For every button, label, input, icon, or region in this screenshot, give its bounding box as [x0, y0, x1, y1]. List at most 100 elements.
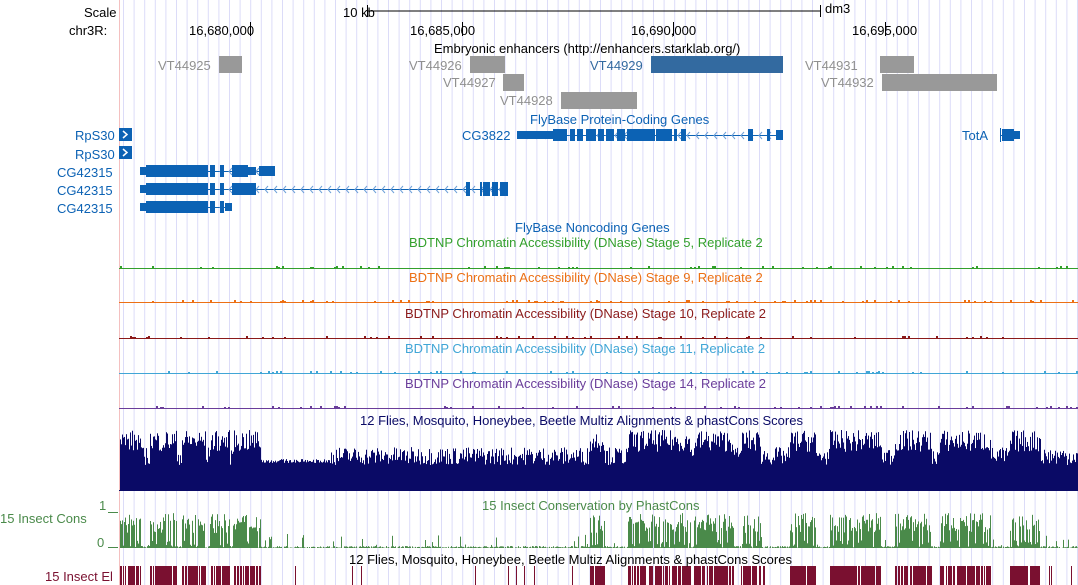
- cons-bar: [648, 541, 649, 548]
- conserved-element: [941, 566, 942, 585]
- dnase-signal-bar: [606, 372, 608, 373]
- multiz-bar: [1054, 455, 1055, 490]
- cons-bar: [847, 544, 848, 548]
- dnase-signal-bar: [814, 300, 816, 302]
- cons-bar: [439, 546, 440, 548]
- multiz-bar: [981, 448, 982, 490]
- multiz-bar: [471, 457, 472, 490]
- multiz-bar: [420, 464, 421, 490]
- multiz-bar: [622, 463, 623, 490]
- enhancer-label[interactable]: VT44928: [500, 93, 553, 108]
- conserved-element: [843, 566, 844, 585]
- conserved-element: [973, 566, 974, 585]
- dnase-signal-bar: [686, 300, 688, 302]
- multiz-bar: [209, 456, 210, 490]
- multiz-bar: [175, 441, 176, 490]
- multiz-bar: [837, 434, 838, 490]
- dnase-signal-bar: [810, 407, 812, 408]
- multiz-bar: [290, 460, 291, 490]
- cons-bar: [980, 514, 981, 548]
- multiz-bar: [579, 450, 580, 490]
- cons-bar: [750, 525, 751, 548]
- cons-bar: [600, 529, 601, 548]
- cons-bar: [945, 513, 946, 548]
- multiz-bar: [929, 449, 930, 490]
- multiz-bar: [1044, 449, 1045, 490]
- multiz-bar: [317, 460, 318, 490]
- cons-bar: [695, 516, 696, 548]
- conserved-element: [703, 566, 704, 585]
- cons-bar: [800, 531, 801, 548]
- gene-label-rps30[interactable]: RpS30: [75, 147, 115, 162]
- multiz-baseline: [119, 490, 1078, 491]
- cons-bar: [614, 543, 615, 548]
- dnase-signal-bar: [130, 336, 132, 338]
- cons-bar: [652, 514, 653, 548]
- cons-bar: [711, 523, 712, 548]
- conserved-element: [155, 566, 156, 585]
- enhancer-label[interactable]: VT44926: [409, 58, 462, 73]
- gene-label-cg42315[interactable]: CG42315: [57, 165, 113, 180]
- elements-track-label[interactable]: 15 Insect El: [45, 569, 113, 584]
- dnase-signal-bar: [284, 301, 286, 302]
- cons-track-label[interactable]: 15 Insect Cons: [0, 511, 87, 526]
- multiz-bar: [717, 436, 718, 490]
- cons-bar: [405, 546, 406, 548]
- multiz-bar: [372, 449, 373, 490]
- enhancer-label[interactable]: VT44925: [158, 58, 211, 73]
- cons-bar: [163, 517, 164, 548]
- dnase-signal-bar: [460, 371, 462, 373]
- cons-bar: [133, 520, 134, 548]
- multiz-bar: [545, 464, 546, 490]
- cons-bar: [846, 516, 847, 548]
- multiz-bar: [580, 448, 581, 490]
- dnase-signal-bar: [856, 372, 858, 373]
- multiz-bar: [481, 448, 482, 490]
- multiz-bar: [208, 447, 209, 490]
- cons-bar: [971, 531, 972, 548]
- gene-label-cg42315[interactable]: CG42315: [57, 183, 113, 198]
- multiz-bar: [129, 449, 130, 490]
- enhancer-label[interactable]: VT44929: [590, 58, 643, 73]
- cons-bar: [195, 515, 196, 548]
- gene-label-cg42315[interactable]: CG42315: [57, 201, 113, 216]
- multiz-bar: [891, 455, 892, 490]
- gene-label-rps30[interactable]: RpS30: [75, 128, 115, 143]
- multiz-bar: [967, 443, 968, 490]
- cons-bar: [325, 547, 326, 548]
- gene-tota-exon: [1002, 129, 1014, 141]
- strand-arrow-icon: [228, 167, 233, 176]
- multiz-bar: [325, 462, 326, 490]
- conserved-element: [853, 566, 854, 585]
- multiz-bar: [616, 449, 617, 490]
- dnase-signal-bar: [638, 371, 640, 373]
- gene-label-cg3822[interactable]: CG3822: [462, 128, 511, 143]
- gene-label-tota[interactable]: TotA: [962, 128, 989, 143]
- multiz-bar: [571, 454, 572, 490]
- cons-bar: [450, 547, 451, 548]
- cons-bar: [314, 546, 315, 548]
- cons-bar: [266, 547, 267, 548]
- conserved-element: [240, 566, 241, 585]
- dnase-signal-bar: [648, 266, 650, 268]
- multiz-bar: [231, 450, 232, 490]
- multiz-bar: [343, 453, 344, 490]
- enhancer-label[interactable]: VT44931: [805, 58, 858, 73]
- cons-bar: [201, 524, 202, 548]
- multiz-bar: [138, 435, 139, 490]
- cons-bar: [881, 546, 882, 548]
- cons-bar: [406, 546, 407, 548]
- enhancer-label[interactable]: VT44927: [443, 75, 496, 90]
- strand-arrow-icon: [273, 185, 278, 194]
- cons-bar: [261, 546, 262, 548]
- conserved-element: [790, 566, 791, 585]
- enhancer-label[interactable]: VT44932: [821, 75, 874, 90]
- multiz-bar: [399, 456, 400, 490]
- multiz-bar: [938, 454, 939, 490]
- multiz-bar: [1068, 459, 1069, 490]
- conserved-element: [984, 566, 985, 585]
- multiz-bar: [558, 460, 559, 490]
- cons-bar: [834, 526, 835, 548]
- multiz-bar: [1076, 453, 1077, 490]
